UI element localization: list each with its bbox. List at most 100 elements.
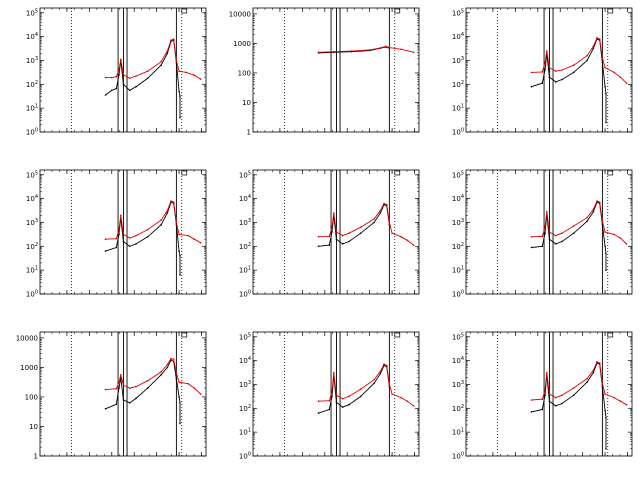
y-tick-label: 104 — [452, 194, 464, 203]
lld-series-line-point — [604, 66, 606, 69]
lld-series-line-point — [544, 226, 546, 228]
events-series-line-point — [104, 408, 107, 410]
events-series-line — [318, 204, 390, 247]
y-tick-label: 102 — [452, 242, 464, 251]
y-tick-label: 1000 — [20, 364, 38, 372]
lld-series-line-point — [111, 76, 113, 79]
events-series-line-point — [341, 243, 344, 245]
lld-series-line-point — [348, 395, 350, 398]
lld-series-line-point — [383, 202, 385, 205]
events-series-line-point — [541, 408, 544, 411]
lld-series-line-point — [379, 209, 382, 212]
events-series-line-point — [122, 240, 125, 243]
lld-series-line-point — [187, 382, 189, 385]
lld-series-line-point — [373, 378, 375, 381]
lld-series-line-point — [328, 235, 331, 238]
lld-series-line — [531, 200, 627, 245]
interval-marker-box — [607, 8, 614, 14]
lld-series-line-point — [596, 37, 598, 39]
lld-series-line-point — [604, 393, 606, 395]
lld-series-line-point — [613, 71, 615, 74]
lld-series-line-point — [548, 231, 551, 233]
lld-series-line-point — [385, 364, 388, 367]
events-series-line-point — [118, 233, 120, 236]
lld-series-line-point — [586, 377, 588, 380]
lld-series-line-point — [373, 218, 375, 220]
y-tick-label: 101 — [239, 428, 251, 437]
events-series-line-point — [605, 417, 607, 419]
lld-series-line-point — [554, 234, 557, 237]
lld-series-line-point — [120, 214, 122, 217]
events-series-line-point — [572, 71, 575, 74]
lld-series-line-point — [104, 76, 107, 79]
events-series-line-point — [179, 422, 181, 425]
y-tick-label: 101 — [452, 266, 464, 275]
lld-series-line-point — [120, 58, 122, 61]
y-tick-label: 105 — [239, 170, 251, 179]
lld-series-line-point — [335, 231, 338, 233]
lld-series-line-point — [561, 394, 563, 397]
events-series-line-point — [104, 94, 107, 96]
lld-series-line-point — [412, 405, 415, 407]
events-series-line-point — [530, 411, 533, 413]
lld-series-line-point — [187, 234, 189, 237]
lld-series-line-point — [178, 381, 180, 384]
chart-panel-9: 100 101 102 103 104 105 — [452, 331, 633, 461]
y-tick-label: 101 — [452, 428, 464, 437]
events-series-line-point — [166, 366, 169, 369]
y-tick-label: 100 — [25, 393, 38, 401]
lld-series-line-point — [128, 387, 131, 389]
y-tick-label: 105 — [452, 332, 464, 341]
interval-marker-box — [394, 170, 401, 176]
lld-series-line-point — [604, 231, 606, 233]
lld-series-line-point — [541, 235, 544, 238]
lld-series-line-point — [333, 212, 335, 214]
lld-series-line-point — [601, 382, 604, 385]
events-series-line-point — [373, 221, 375, 224]
lld-series-line-point — [406, 239, 409, 242]
lld-series-line-point — [160, 371, 162, 373]
events-series-line-point — [122, 83, 125, 86]
lld-series-line-point — [619, 400, 622, 403]
lld-series-line-point — [172, 38, 175, 40]
lld-series-line-point — [317, 51, 320, 54]
events-series-line-point — [605, 448, 607, 450]
lld-series-line-point — [598, 362, 601, 364]
lld-series-line-point — [118, 381, 120, 384]
y-tick-label: 10000 — [229, 10, 251, 18]
events-series-line-point — [135, 243, 137, 245]
lld-series-line-point — [120, 374, 122, 376]
chart-panel-2: 1 10 100 1000 10000 — [229, 7, 420, 137]
y-tick-label: 105 — [26, 8, 38, 17]
events-series-line-point — [328, 408, 331, 411]
lld-series-line-point — [115, 237, 118, 240]
events-series-line-point — [146, 387, 149, 389]
events-series-line-point — [359, 232, 362, 234]
events-series-line-point — [548, 238, 551, 240]
y-tick-label: 100 — [239, 452, 251, 461]
lld-series-line-point — [118, 69, 120, 71]
lld-series-line-point — [341, 398, 344, 400]
lld-series-line-point — [379, 47, 382, 49]
events-series-line-point — [128, 89, 131, 92]
lld-series-line-point — [166, 209, 169, 212]
events-series-line-point — [530, 246, 533, 249]
events-series-line-point — [544, 232, 546, 234]
events-series-line-point — [160, 224, 162, 226]
lld-series-line-point — [341, 234, 344, 237]
y-tick-label: 105 — [452, 170, 464, 179]
y-tick-label: 103 — [452, 218, 464, 227]
lld-series-line-point — [135, 75, 137, 77]
lld-series-line-point — [178, 233, 180, 236]
events-series-line-point — [317, 412, 320, 414]
lld-series-line-point — [328, 399, 331, 402]
lld-series-line-point — [115, 75, 118, 78]
events-series-line-point — [104, 250, 107, 252]
events-series-line-point — [166, 52, 169, 55]
chart-panel-1: 100 101 102 103 104 105 — [26, 7, 207, 137]
lld-series-line-point — [530, 399, 533, 401]
y-tick-label: 101 — [26, 104, 38, 113]
y-tick-label: 102 — [452, 404, 464, 413]
y-tick-label: 10000 — [16, 334, 38, 342]
